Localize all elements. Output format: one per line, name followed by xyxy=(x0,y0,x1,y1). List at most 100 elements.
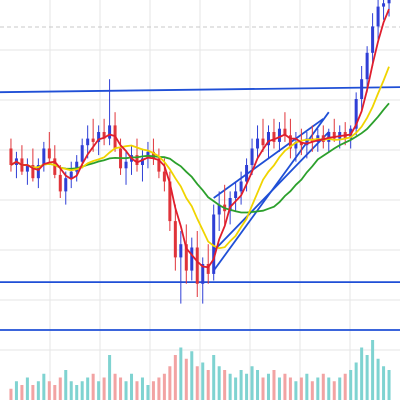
volume-bar xyxy=(321,373,325,400)
volume-bar xyxy=(327,377,331,400)
candle-body xyxy=(261,138,265,146)
volume-bar xyxy=(206,370,210,400)
volume-bar xyxy=(338,377,342,400)
volume-bar xyxy=(299,377,303,400)
candle-body xyxy=(305,138,309,146)
volume-bar xyxy=(14,381,18,400)
volume-bar xyxy=(151,381,155,400)
candle-body xyxy=(294,141,298,149)
candle-body xyxy=(239,181,243,192)
candle-body xyxy=(36,165,40,179)
volume-bar xyxy=(146,385,150,400)
moving-average-slow xyxy=(10,102,390,214)
volume-bar xyxy=(310,381,314,400)
trendline xyxy=(0,86,400,94)
candle-body xyxy=(382,3,386,7)
volume-bar xyxy=(97,381,101,400)
volume-bar xyxy=(31,385,35,400)
volume-bar xyxy=(20,385,24,400)
trendline xyxy=(213,131,330,252)
candle-body xyxy=(31,165,35,179)
volume-bar xyxy=(256,370,260,400)
volume-bar xyxy=(69,381,73,400)
candle-body xyxy=(234,191,238,198)
candle-body xyxy=(376,6,380,27)
moving-average-fast xyxy=(10,8,390,269)
volume-bar xyxy=(108,355,112,400)
volume-bar xyxy=(173,355,177,400)
candle-body xyxy=(365,52,369,80)
volume-bar xyxy=(288,377,292,400)
volume-bar xyxy=(234,377,238,400)
volume-bar xyxy=(349,370,353,400)
candle-body xyxy=(140,158,144,165)
candle-body xyxy=(217,204,221,215)
volume-bar xyxy=(387,370,391,400)
candle-body xyxy=(195,247,199,284)
candle-body xyxy=(80,145,84,162)
volume-bar xyxy=(277,377,281,400)
candle-body xyxy=(360,79,364,99)
candle-body xyxy=(184,244,188,271)
volume-bar xyxy=(283,373,287,400)
volume-bar xyxy=(305,373,309,400)
volume-bar xyxy=(25,377,29,400)
volume-bar xyxy=(201,362,205,400)
volume-bar xyxy=(266,373,270,400)
volume-bar xyxy=(316,377,320,400)
trendline-layer xyxy=(0,86,400,331)
candle-layer xyxy=(9,0,391,304)
candle-body xyxy=(228,198,232,212)
volume-bar xyxy=(113,373,117,400)
candle-body xyxy=(266,132,270,146)
volume-bar xyxy=(223,370,227,400)
volume-bar xyxy=(272,370,276,400)
volume-bar xyxy=(343,373,347,400)
volume-bar xyxy=(228,373,232,400)
volume-bar xyxy=(91,373,95,400)
candle-body xyxy=(162,171,166,182)
volume-bar xyxy=(376,358,380,400)
volume-bar xyxy=(382,366,386,400)
candle-body xyxy=(157,158,161,172)
volume-bar xyxy=(168,366,172,400)
candle-body xyxy=(201,264,205,284)
candle-body xyxy=(354,99,358,129)
candle-body xyxy=(124,161,128,169)
volume-bar xyxy=(332,381,336,400)
candle-body xyxy=(272,132,276,142)
volume-bar xyxy=(157,377,161,400)
volume-bar xyxy=(360,347,364,400)
volume-bar xyxy=(365,355,369,400)
volume-bar xyxy=(58,377,62,400)
candle-body xyxy=(179,244,183,258)
candle-body xyxy=(86,138,90,146)
candle-body xyxy=(332,132,336,139)
volume-bar xyxy=(239,370,243,400)
volume-bar xyxy=(212,355,216,400)
candle-body xyxy=(64,178,68,192)
volume-bar xyxy=(184,358,188,400)
candle-body xyxy=(91,138,95,142)
volume-bar xyxy=(64,370,68,400)
candle-body xyxy=(151,151,155,159)
candle-body xyxy=(58,174,62,192)
volume-bar xyxy=(75,385,79,400)
volume-bar xyxy=(294,381,298,400)
volume-bar xyxy=(135,381,139,400)
candle-body xyxy=(168,181,172,222)
candle-body xyxy=(212,214,216,274)
candle-body xyxy=(277,128,281,142)
volume-bar xyxy=(47,381,51,400)
candle-body xyxy=(9,148,13,165)
candle-body xyxy=(97,132,101,142)
candle-body xyxy=(135,155,139,165)
candle-body xyxy=(69,171,73,179)
volume-bar xyxy=(217,366,221,400)
candle-body xyxy=(250,148,254,165)
candle-body xyxy=(102,132,106,139)
candle-body xyxy=(53,158,57,175)
volume-bar xyxy=(190,351,194,400)
